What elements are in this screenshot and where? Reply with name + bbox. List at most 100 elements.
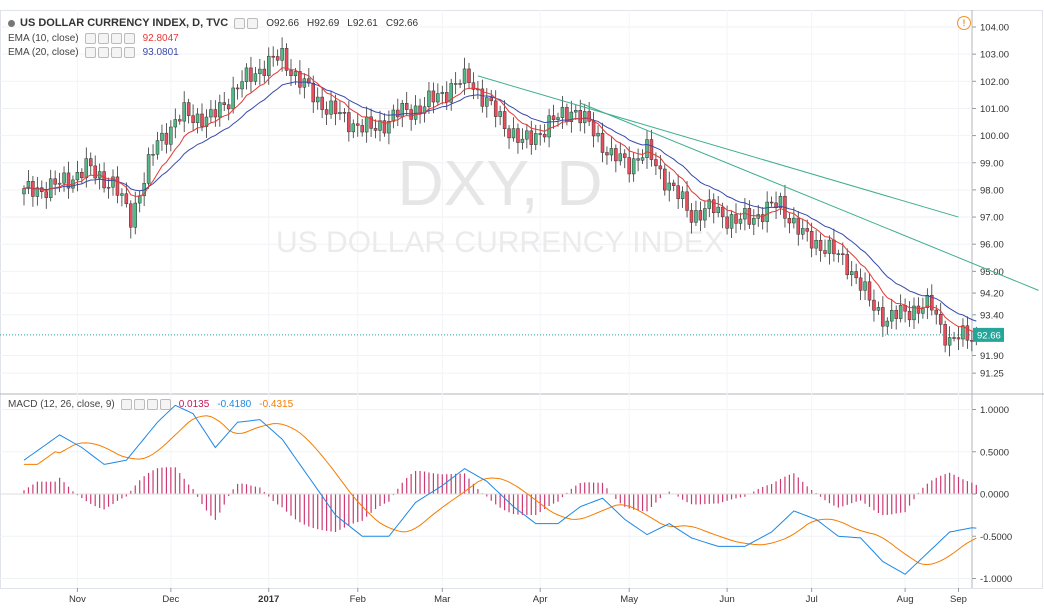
candle-body	[560, 107, 565, 118]
ema10-controls[interactable]	[84, 33, 135, 44]
candle-body	[529, 130, 534, 145]
close-icon[interactable]	[110, 33, 122, 44]
candle-body	[235, 87, 240, 90]
candle-body	[574, 110, 578, 113]
candle-body	[667, 182, 671, 191]
close-icon[interactable]	[110, 47, 122, 58]
more-icon[interactable]	[159, 399, 171, 410]
more-icon[interactable]	[123, 47, 135, 58]
eye-icon[interactable]	[120, 399, 132, 410]
candle-body	[591, 121, 596, 137]
candle-body	[778, 195, 783, 209]
candle-body	[396, 109, 400, 118]
candle-body	[462, 68, 467, 84]
candle-body	[912, 305, 916, 321]
candle-body	[298, 71, 302, 88]
settings-icon[interactable]	[97, 33, 109, 44]
eye-icon[interactable]	[84, 47, 96, 58]
candle-body	[391, 109, 396, 122]
symbol-title: US DOLLAR CURRENCY INDEX, D, TVC	[20, 17, 229, 29]
candle-body	[832, 239, 836, 255]
candle-body	[605, 152, 609, 156]
ema20-line	[23, 81, 977, 322]
legend-controls[interactable]	[234, 17, 259, 29]
candle-body	[115, 176, 120, 196]
candle-body	[578, 110, 582, 124]
candle-body	[609, 148, 614, 156]
candle-body	[53, 178, 57, 185]
candle-body	[956, 337, 961, 340]
candle-body	[75, 172, 80, 181]
price-tick-label: 91.90	[980, 351, 1004, 362]
eye-icon[interactable]	[234, 17, 246, 29]
candle-body	[858, 277, 863, 291]
candle-body	[885, 320, 890, 327]
more-icon[interactable]	[123, 33, 135, 44]
candle-body	[93, 165, 97, 179]
settings-icon[interactable]	[247, 17, 259, 29]
candle-body	[218, 102, 222, 118]
price-tick-label: 94.20	[980, 289, 1004, 300]
candle-body	[872, 299, 876, 311]
candle-body	[445, 92, 449, 103]
candle-body	[551, 115, 556, 120]
candle-body	[631, 158, 636, 175]
ema10-label: EMA (10, close)	[8, 33, 79, 44]
candle-body	[302, 78, 307, 88]
candle-body	[752, 218, 756, 225]
close-icon[interactable]	[146, 399, 158, 410]
candle-body	[698, 210, 703, 221]
macd-controls[interactable]	[120, 399, 171, 410]
settings-icon[interactable]	[97, 47, 109, 58]
candle-body	[894, 309, 898, 319]
main-legend: US DOLLAR CURRENCY INDEX, D, TVC O92.66 …	[8, 17, 426, 29]
candle-body	[636, 158, 640, 161]
candle-body	[280, 48, 284, 61]
candle-body	[422, 106, 427, 114]
time-tick-label: Nov	[69, 594, 86, 605]
time-tick-label: Mar	[434, 594, 450, 605]
candle-body	[930, 294, 934, 311]
candle-body	[769, 201, 774, 204]
ema10-line	[23, 67, 977, 333]
price-tick-label: 103.00	[980, 50, 1009, 61]
exclamation-icon[interactable]: !	[957, 16, 971, 30]
candle-body	[498, 111, 502, 117]
ohlc-low: L92.61	[347, 17, 378, 29]
candle-body	[511, 128, 516, 139]
price-tick-label: 98.00	[980, 185, 1004, 196]
candle-body	[137, 195, 142, 204]
candle-body	[489, 97, 493, 102]
candle-body	[120, 193, 124, 196]
eye-icon[interactable]	[84, 33, 96, 44]
candle-body	[240, 81, 244, 90]
candle-body	[173, 119, 178, 128]
candle-body	[747, 208, 752, 225]
candle-body	[26, 181, 31, 189]
candle-body	[324, 109, 329, 115]
candle-body	[44, 191, 48, 198]
trendline	[580, 102, 1039, 291]
candle-body	[965, 325, 970, 341]
candle-body	[160, 132, 164, 141]
candle-body	[738, 218, 743, 224]
settings-icon[interactable]	[133, 399, 145, 410]
ema20-controls[interactable]	[84, 47, 135, 58]
price-tick-label: 102.00	[980, 77, 1009, 88]
candle-body	[542, 133, 547, 138]
candle-body	[458, 83, 462, 85]
candle-body	[765, 201, 769, 222]
candle-body	[258, 68, 262, 74]
macd-tick-label: -1.0000	[980, 574, 1012, 585]
candle-body	[569, 111, 574, 123]
candle-body	[720, 206, 725, 218]
ohlc-open: O92.66	[266, 17, 300, 29]
candle-body	[307, 78, 311, 84]
candle-body	[315, 96, 320, 103]
candle-body	[685, 191, 689, 211]
candle-body	[649, 139, 654, 160]
candle-body	[22, 188, 26, 195]
candle-body	[164, 132, 169, 145]
macd-tick-label: 0.5000	[980, 447, 1009, 458]
